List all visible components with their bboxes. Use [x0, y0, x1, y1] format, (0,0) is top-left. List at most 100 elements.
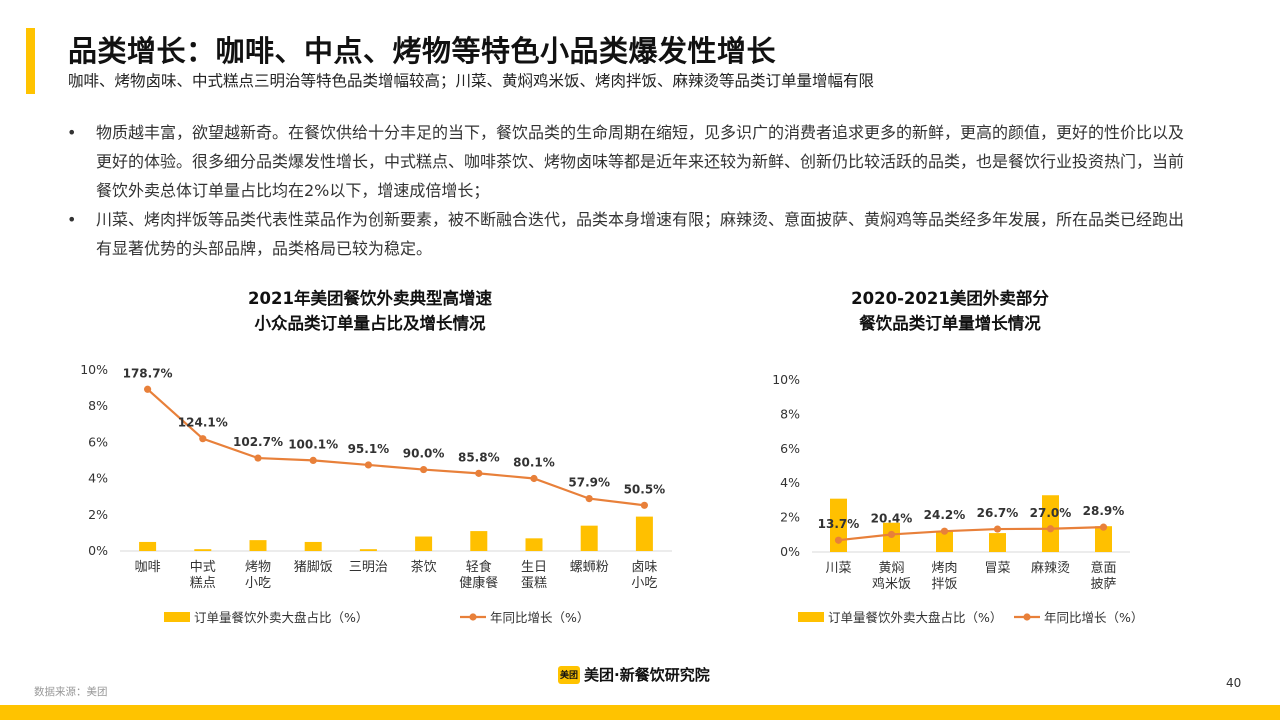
bar [304, 541, 322, 551]
bullet-item: • 川菜、烤肉拌饭等品类代表性菜品作为创新要素，被不断融合迭代，品类本身增速有限… [64, 205, 1194, 263]
legend-label: 订单量餐饮外卖大盘占比（%） [828, 610, 1002, 625]
growth-point [199, 435, 207, 443]
data-label: 27.0% [1030, 506, 1072, 520]
growth-point [144, 385, 152, 393]
x-tick-label: 中式 [190, 560, 216, 575]
x-tick-label: 生日 [521, 560, 547, 575]
bullet-dot-icon: • [67, 210, 77, 229]
growth-point [585, 495, 593, 503]
legend-label: 订单量餐饮外卖大盘占比（%） [194, 610, 368, 625]
data-label: 20.4% [871, 511, 913, 525]
x-tick-label: 川菜 [825, 561, 851, 576]
data-label: 80.1% [513, 456, 555, 470]
y-tick-label: 10% [80, 362, 108, 377]
chart-2-title: 2020-2021美团外卖部分 餐饮品类订单量增长情况 [800, 286, 1100, 336]
growth-point [993, 525, 1002, 533]
bar [525, 538, 543, 551]
data-label: 57.9% [568, 476, 610, 490]
bar [139, 541, 157, 551]
y-tick-label: 2% [88, 507, 108, 522]
chart-2-title-line: 餐饮品类订单量增长情况 [859, 314, 1041, 333]
x-tick-label: 冒菜 [984, 561, 1010, 576]
growth-point [640, 501, 649, 509]
x-tick-label: 鸡米饭 [872, 576, 911, 592]
growth-line [146, 388, 645, 507]
bar [470, 531, 488, 551]
growth-point [364, 461, 372, 469]
y-tick-label: 4% [780, 475, 800, 490]
legend-bar-swatch [164, 612, 190, 622]
y-tick-label: 10% [772, 372, 800, 387]
bullet-text: 川菜、烤肉拌饭等品类代表性菜品作为创新要素，被不断融合迭代，品类本身增速有限；麻… [96, 210, 1185, 258]
legend-label: 年同比增长（%） [490, 610, 589, 625]
brand-logo: 美团 美团·新餐饮研究院 [558, 664, 710, 685]
bullet-dot-icon: • [67, 123, 77, 142]
legend-bar-swatch [798, 612, 824, 622]
y-tick-label: 6% [88, 434, 108, 449]
x-tick-label: 蛋糕 [521, 576, 547, 591]
x-tick-label: 咖啡 [135, 560, 161, 575]
page-title: 品类增长：咖啡、中点、烤物等特色小品类爆发性增长 [68, 34, 777, 68]
x-tick-label: 意面 [1090, 560, 1116, 576]
data-label: 24.2% [924, 508, 966, 522]
y-tick-label: 0% [88, 543, 108, 558]
growth-point [887, 530, 896, 539]
chart-1-title: 2021年美团餐饮外卖典型高增速 小众品类订单量占比及增长情况 [210, 286, 530, 336]
x-tick-label: 猪脚饭 [294, 559, 333, 575]
y-tick-label: 4% [88, 471, 108, 486]
growth-point [475, 469, 483, 477]
data-label: 13.7% [818, 517, 860, 531]
growth-point [309, 456, 317, 465]
legend-line-marker [1023, 613, 1031, 621]
title-accent-bar [26, 28, 35, 94]
growth-point [420, 465, 428, 474]
bullet-item: • 物质越丰富，欲望越新奇。在餐饮供给十分丰足的当下，餐饮品类的生命周期在缩短，… [64, 118, 1194, 205]
bar [635, 516, 653, 551]
x-tick-label: 三明治 [349, 560, 388, 575]
x-tick-label: 健康餐 [459, 575, 498, 591]
x-tick-label: 小吃 [245, 575, 271, 591]
page-number: 40 [1226, 676, 1242, 690]
data-label: 26.7% [977, 506, 1019, 520]
x-tick-label: 烤肉 [931, 561, 957, 576]
growth-line [838, 526, 1104, 542]
page-subtitle: 咖啡、烤物卤味、中式糕点三明治等特色品类增幅较高；川菜、黄焖鸡米饭、烤肉拌饭、麻… [68, 72, 875, 90]
chart-1-title-line: 小众品类订单量占比及增长情况 [254, 314, 486, 333]
bar [1042, 495, 1059, 552]
x-tick-label: 麻辣烫 [1031, 561, 1070, 576]
bar [580, 525, 598, 551]
y-tick-label: 8% [88, 398, 108, 413]
bar [359, 549, 377, 551]
data-label: 50.5% [624, 482, 666, 496]
growth-point [940, 527, 949, 535]
data-label: 124.1% [178, 416, 228, 430]
brand-name: 美团·新餐饮研究院 [584, 666, 710, 684]
growth-point [1046, 525, 1055, 533]
growth-point [254, 454, 262, 462]
x-tick-label: 拌饭 [931, 577, 957, 592]
data-label: 95.1% [348, 442, 390, 456]
bullet-text: 物质越丰富，欲望越新奇。在餐饮供给十分丰足的当下，餐饮品类的生命周期在缩短，见多… [96, 123, 1185, 200]
chart-1: 0% 2% 4% 6% 8% 10% 178.7% 124.1% 102.7% 100.1% 95.… [80, 362, 672, 625]
bar [194, 549, 212, 551]
x-tick-label: 螺蛳粉 [570, 560, 609, 575]
x-tick-label: 茶饮 [411, 559, 437, 575]
data-label: 100.1% [288, 437, 338, 451]
bar [989, 533, 1006, 552]
chart-1-title-line: 2021年美团餐饮外卖典型高增速 [248, 289, 492, 308]
x-tick-label: 卤味 [631, 559, 657, 575]
data-label: 90.0% [403, 447, 445, 461]
y-tick-label: 0% [780, 544, 800, 559]
bar [415, 536, 433, 551]
brand-badge-icon: 美团 [558, 665, 580, 684]
y-tick-label: 2% [780, 510, 800, 525]
data-label: 85.8% [458, 450, 500, 464]
bar [936, 531, 953, 552]
data-label: 102.7% [233, 435, 283, 449]
x-tick-label: 黄焖 [878, 561, 904, 576]
bottom-accent-bar [0, 705, 1280, 720]
bar [1095, 526, 1112, 552]
chart-2: 0% 2% 4% 6% 8% 10% 13.7% 20.4% 24.2% 26.7% 27.0% 28… [772, 372, 1143, 625]
x-tick-label: 披萨 [1090, 577, 1116, 592]
x-tick-label: 糕点 [190, 576, 216, 591]
